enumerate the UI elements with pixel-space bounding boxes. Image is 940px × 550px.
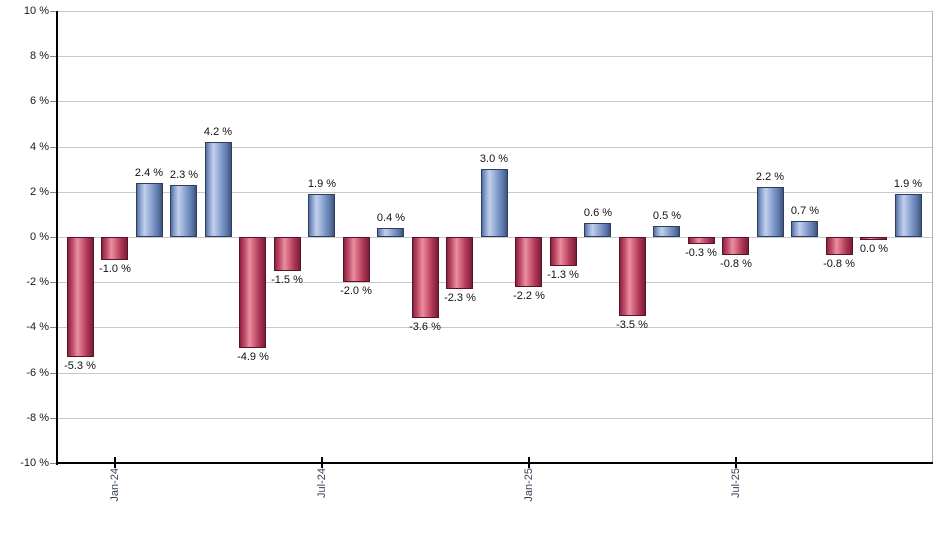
gridline (57, 101, 932, 102)
bar (688, 237, 715, 244)
bar-value-label: -0.8 % (823, 258, 855, 270)
bar (412, 237, 439, 318)
gridline (57, 282, 932, 283)
y-axis-tick (50, 101, 57, 102)
bar-value-label: 0.0 % (859, 243, 889, 255)
bar-value-label: -1.5 % (271, 274, 303, 286)
y-axis-tick (50, 237, 57, 238)
y-axis-tick-label: -4 % (26, 321, 49, 333)
bar-value-label: -1.0 % (99, 263, 131, 275)
bar-value-label: 1.9 % (893, 178, 923, 190)
gridline (57, 147, 932, 148)
gridline (57, 56, 932, 57)
y-axis-tick (50, 56, 57, 57)
bar (481, 169, 508, 237)
bar-value-label: 0.4 % (376, 212, 406, 224)
plot-right-border (932, 11, 933, 463)
bar-value-label: 4.2 % (203, 126, 233, 138)
y-axis-tick (50, 147, 57, 148)
bar-value-label: 1.9 % (307, 178, 337, 190)
bar-value-label: -5.3 % (64, 360, 96, 372)
bar-value-label: 2.3 % (169, 169, 199, 181)
bar (377, 228, 404, 237)
x-axis-tick (114, 457, 116, 468)
bar-value-label: 2.2 % (755, 171, 785, 183)
x-axis-tick (735, 457, 737, 468)
bar (791, 221, 818, 237)
y-axis-tick (50, 282, 57, 283)
y-axis-tick-label: 0 % (30, 231, 49, 243)
bar-value-label: -0.8 % (720, 258, 752, 270)
x-axis-tick-label: Jan-25 (523, 468, 535, 502)
y-axis-tick-label: -2 % (26, 276, 49, 288)
x-axis-tick (321, 457, 323, 468)
y-axis-tick-label: 10 % (23, 5, 49, 17)
bar (550, 237, 577, 266)
y-axis-tick (50, 327, 57, 328)
bar (136, 183, 163, 237)
y-axis-tick (50, 418, 57, 419)
bar-value-label: -0.3 % (685, 247, 717, 259)
bar (895, 194, 922, 237)
bar (101, 237, 128, 260)
bar (308, 194, 335, 237)
bar-value-label: -2.3 % (444, 292, 476, 304)
x-axis-tick-label: Jul-25 (730, 468, 742, 498)
y-axis-tick-label: 4 % (30, 141, 49, 153)
y-axis-tick-label: 8 % (30, 50, 49, 62)
bar-value-label: -1.3 % (547, 269, 579, 281)
x-axis-tick-label: Jan-24 (109, 468, 121, 502)
gridline (57, 237, 932, 238)
gridline (57, 327, 932, 328)
bar (619, 237, 646, 316)
bar (170, 185, 197, 237)
x-axis-line (56, 462, 933, 464)
bar (860, 237, 887, 240)
y-axis-tick-label: -6 % (26, 367, 49, 379)
bar (446, 237, 473, 289)
y-axis-tick-label: -10 % (20, 457, 49, 469)
bar-value-label: 0.7 % (790, 205, 820, 217)
bar (239, 237, 266, 348)
bar-value-label: -2.2 % (513, 290, 545, 302)
bar-value-label: 2.4 % (134, 167, 164, 179)
bar-value-label: 0.5 % (652, 210, 682, 222)
gridline (57, 418, 932, 419)
bar (343, 237, 370, 282)
bar-value-label: -4.9 % (237, 351, 269, 363)
bar (274, 237, 301, 271)
bar-value-label: -3.5 % (616, 319, 648, 331)
bar-value-label: 3.0 % (479, 153, 509, 165)
y-axis-tick-label: -8 % (26, 412, 49, 424)
bar-value-label: -3.6 % (409, 321, 441, 333)
x-axis-tick-label: Jul-24 (316, 468, 328, 498)
x-axis-tick (528, 457, 530, 468)
bar (722, 237, 749, 255)
bar (757, 187, 784, 237)
bar (653, 226, 680, 237)
bar (515, 237, 542, 287)
bar (826, 237, 853, 255)
y-axis-tick-label: 2 % (30, 186, 49, 198)
bar (67, 237, 94, 357)
y-axis-line (56, 11, 58, 465)
y-axis-tick (50, 463, 57, 464)
y-axis-tick-label: 6 % (30, 95, 49, 107)
y-axis-tick (50, 373, 57, 374)
bar-value-label: 0.6 % (583, 207, 613, 219)
bar (205, 142, 232, 237)
gridline (57, 373, 932, 374)
bar-value-label: -2.0 % (340, 285, 372, 297)
bar (584, 223, 611, 237)
y-axis-tick (50, 192, 57, 193)
gridline (57, 11, 932, 12)
y-axis-tick (50, 11, 57, 12)
